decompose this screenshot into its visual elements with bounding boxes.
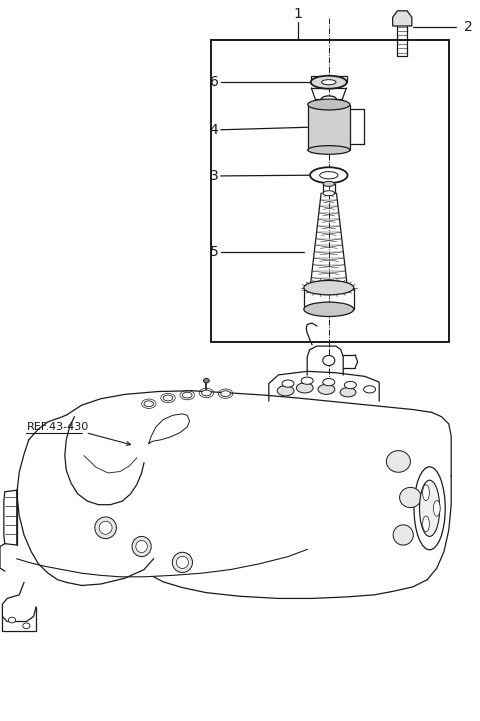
Ellipse shape <box>301 377 313 384</box>
Ellipse shape <box>433 500 440 516</box>
Text: 2: 2 <box>464 19 472 34</box>
Ellipse shape <box>321 96 336 103</box>
Ellipse shape <box>311 76 347 89</box>
Ellipse shape <box>308 99 350 110</box>
Ellipse shape <box>323 191 335 196</box>
Ellipse shape <box>172 552 192 572</box>
Ellipse shape <box>393 525 413 545</box>
Ellipse shape <box>297 383 313 393</box>
Ellipse shape <box>423 485 430 500</box>
Ellipse shape <box>95 517 116 539</box>
Ellipse shape <box>144 401 154 407</box>
Ellipse shape <box>132 536 151 557</box>
Ellipse shape <box>414 467 445 549</box>
Text: 3: 3 <box>210 169 218 183</box>
Ellipse shape <box>304 280 354 295</box>
Ellipse shape <box>176 557 189 568</box>
Ellipse shape <box>136 541 147 552</box>
Polygon shape <box>393 11 412 26</box>
Ellipse shape <box>277 386 294 396</box>
Bar <box>308 105 350 150</box>
Ellipse shape <box>318 384 335 394</box>
Ellipse shape <box>163 395 173 401</box>
Ellipse shape <box>310 167 348 183</box>
Ellipse shape <box>399 487 421 508</box>
Ellipse shape <box>322 79 336 84</box>
Ellipse shape <box>344 381 356 389</box>
Ellipse shape <box>422 516 429 532</box>
Ellipse shape <box>202 390 211 396</box>
Ellipse shape <box>364 386 376 393</box>
Text: 5: 5 <box>210 245 218 260</box>
Ellipse shape <box>221 391 230 397</box>
Ellipse shape <box>386 451 410 472</box>
Bar <box>211 40 449 342</box>
Ellipse shape <box>320 172 338 179</box>
Ellipse shape <box>304 302 354 317</box>
Ellipse shape <box>323 379 335 386</box>
Text: REF.43-430: REF.43-430 <box>26 422 89 432</box>
Ellipse shape <box>9 617 15 623</box>
Ellipse shape <box>99 521 112 534</box>
Text: 1: 1 <box>293 7 302 21</box>
Ellipse shape <box>204 379 209 383</box>
Ellipse shape <box>182 392 192 398</box>
Ellipse shape <box>23 623 30 629</box>
Ellipse shape <box>282 380 294 387</box>
Text: 4: 4 <box>210 123 218 137</box>
Ellipse shape <box>308 146 350 154</box>
Ellipse shape <box>420 480 440 536</box>
Ellipse shape <box>323 355 335 366</box>
Text: 6: 6 <box>210 75 218 89</box>
Ellipse shape <box>340 387 356 397</box>
Ellipse shape <box>323 181 335 187</box>
